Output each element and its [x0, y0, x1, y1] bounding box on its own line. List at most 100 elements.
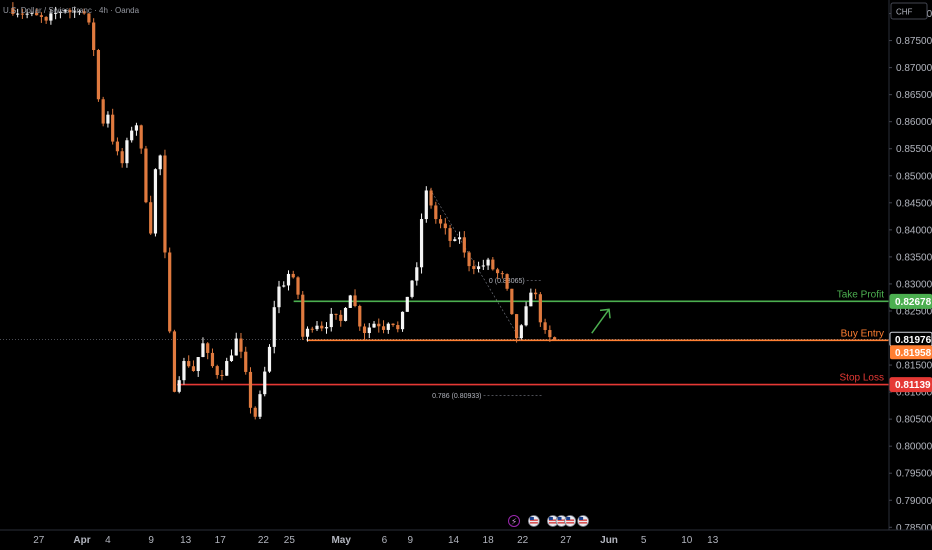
candle [448, 224, 452, 248]
candle [329, 307, 333, 332]
candle-body [524, 306, 528, 326]
current-price-label: 0.81976 [889, 331, 932, 347]
candle-body [424, 190, 428, 220]
candle [87, 13, 91, 25]
candle-body [343, 307, 348, 321]
x-tick-label: 6 [382, 535, 388, 546]
candle-body [54, 12, 58, 14]
x-tick-label: 9 [408, 535, 414, 546]
candle-body [500, 273, 504, 275]
currency-button[interactable]: CHF [890, 2, 928, 20]
x-tick-label: Jun [600, 535, 618, 546]
candle [77, 9, 82, 16]
candle-body [334, 313, 338, 315]
candle-body [163, 155, 167, 253]
buy-entry-price-label-bg [890, 345, 932, 360]
candle-body [253, 407, 257, 417]
target-arrow-shaft [591, 308, 610, 334]
candle [182, 357, 186, 385]
candle-body [462, 237, 466, 253]
flag-stripe [557, 519, 566, 521]
us-flag-icon[interactable] [555, 515, 568, 527]
candle [334, 313, 338, 320]
x-tick-label: 22 [258, 535, 270, 546]
lightning-icon[interactable]: ⚡ [508, 515, 520, 528]
event-markers[interactable]: ⚡ [508, 515, 590, 528]
candle [305, 326, 310, 342]
candle-body [39, 15, 43, 17]
fib-trend-line [429, 189, 522, 341]
candle-body [172, 331, 177, 392]
candle [39, 12, 43, 23]
candle-body [106, 114, 110, 124]
candle-body [96, 50, 101, 100]
us-flag-icon[interactable] [546, 515, 559, 527]
candle-body [206, 343, 210, 353]
candle-body [472, 266, 476, 269]
x-tick-label: 10 [681, 535, 693, 546]
candle-body [44, 16, 48, 21]
candle [534, 288, 538, 300]
candle [419, 213, 424, 274]
candle-body [101, 99, 105, 124]
flag-stripe [579, 522, 588, 524]
y-tick-label: 0.86500 [896, 90, 932, 101]
flag-canton [566, 517, 571, 520]
candle [481, 259, 485, 271]
candle [267, 344, 272, 373]
candle-body [182, 361, 186, 381]
candle-body [495, 269, 500, 274]
x-tick-label: 27 [560, 535, 572, 546]
candle [248, 367, 253, 414]
candle [538, 292, 542, 327]
horizontal-levels: Take Profit Buy Entry Stop Loss [0, 289, 889, 386]
candle [348, 294, 352, 309]
candle [453, 236, 457, 242]
candle-body [320, 325, 324, 329]
us-flag-icon[interactable] [527, 515, 540, 527]
candle [58, 9, 62, 19]
candle [400, 311, 405, 332]
candle [438, 214, 443, 229]
candle [158, 154, 162, 176]
symbol-legend[interactable]: U.S. Dollar / Swiss Franc · 4h · Oanda [3, 6, 140, 15]
candle-body [92, 22, 96, 51]
candle-body [87, 13, 91, 23]
candle [524, 301, 528, 327]
x-tick-label: 17 [215, 535, 227, 546]
level-label-buy-entry: Buy Entry [841, 328, 884, 339]
candle-body [215, 366, 219, 376]
candle [510, 288, 514, 315]
y-tick-label: 0.83000 [896, 279, 932, 290]
candle [258, 390, 262, 420]
candle-body [11, 8, 15, 14]
us-flag-icon[interactable] [577, 515, 590, 527]
candle-body [415, 267, 419, 281]
candle [229, 349, 234, 362]
y-tick-label: 0.78500 [896, 523, 932, 534]
candle-body [419, 219, 424, 268]
candle-body [434, 205, 438, 220]
candle-body [239, 338, 243, 352]
candle [529, 288, 533, 307]
time-axis[interactable] [0, 530, 932, 550]
candle-body [377, 323, 381, 327]
y-tick-label: 0.80500 [896, 415, 932, 426]
candle-body [400, 311, 405, 330]
candle [277, 280, 281, 314]
candle [196, 357, 200, 377]
candle-body [258, 394, 262, 417]
candle [367, 323, 371, 339]
flag-stripe [557, 522, 566, 524]
time-axis-ticks: 27 Apr 4 9 13 17 22 25 May 6 9 14 18 22 27 Jun 5 10 13 [33, 535, 718, 546]
candle-body [481, 265, 485, 267]
candle [486, 257, 490, 270]
candle [111, 108, 115, 145]
level-label-take-profit: Take Profit [837, 289, 884, 300]
price-axis[interactable] [889, 0, 932, 530]
candle [92, 18, 96, 57]
candle [434, 201, 438, 224]
y-tick-label: 0.86000 [896, 117, 932, 128]
us-flag-icon[interactable] [564, 515, 577, 527]
